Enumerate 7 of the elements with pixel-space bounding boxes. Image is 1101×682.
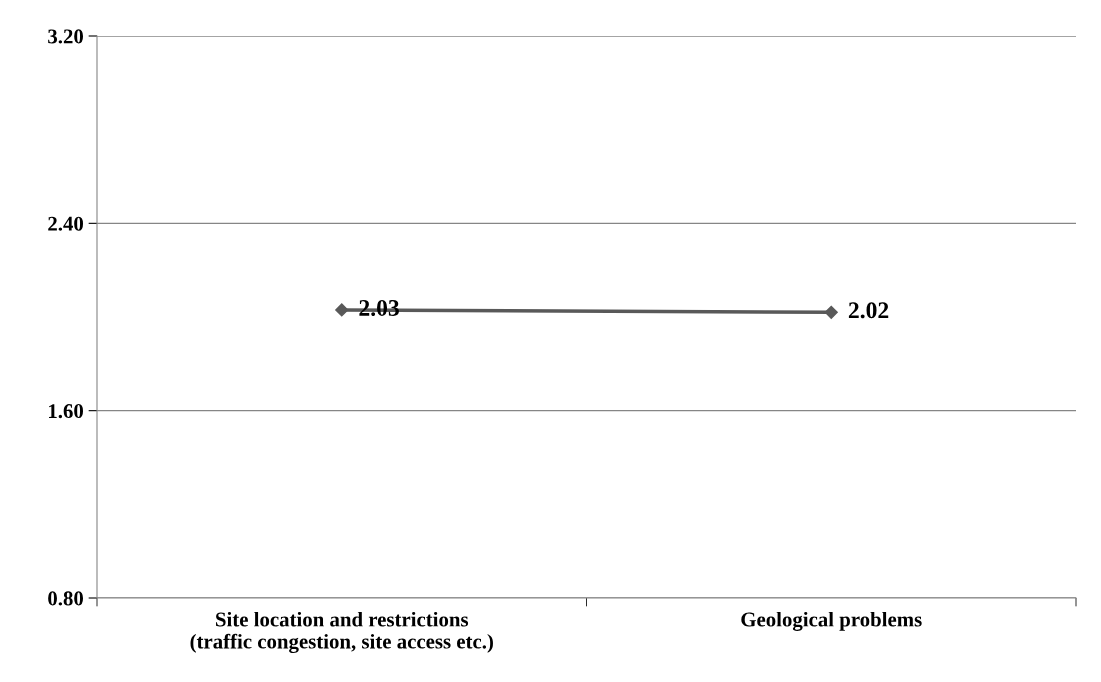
data-label: 2.02 xyxy=(848,302,889,319)
x-tick-label: Geological problems xyxy=(741,611,922,631)
y-tick-label: 3.20 xyxy=(48,29,84,44)
x-tick-label: Site location and restrictions (traffic congestion, site access etc.) xyxy=(190,611,493,653)
y-tick-label: 1.60 xyxy=(49,404,84,419)
y-tick-label: 0.80 xyxy=(48,591,84,606)
y-tick-label: 2.40 xyxy=(48,216,84,231)
